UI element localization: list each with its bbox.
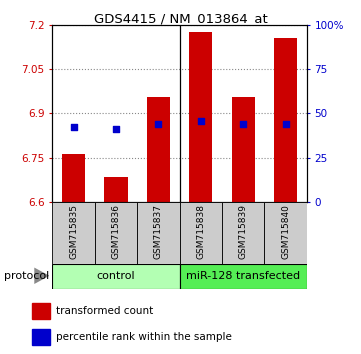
Text: transformed count: transformed count (56, 306, 154, 316)
Point (198, 118, 204, 124)
Bar (264, 202, 307, 264)
Bar (231, 97, 255, 202)
Bar (52, 264, 179, 289)
Bar (179, 264, 307, 289)
Text: GSM715837: GSM715837 (154, 204, 163, 259)
Text: GSM715836: GSM715836 (112, 204, 121, 259)
Point (156, 121, 161, 126)
Bar (137, 202, 179, 264)
Text: percentile rank within the sample: percentile rank within the sample (56, 332, 232, 342)
Text: GSM715840: GSM715840 (281, 204, 290, 259)
Point (240, 121, 246, 126)
Text: control: control (97, 271, 135, 281)
Bar (147, 97, 170, 202)
Text: protocol: protocol (4, 271, 49, 281)
Text: miR-128 transfected: miR-128 transfected (186, 271, 300, 281)
Bar (179, 202, 222, 264)
Point (283, 121, 288, 126)
Text: GSM715839: GSM715839 (239, 204, 248, 259)
Text: GSM715838: GSM715838 (196, 204, 205, 259)
Point (71, 124, 77, 129)
Bar (95, 202, 137, 264)
Bar (62, 154, 85, 202)
Bar (222, 202, 264, 264)
Bar (274, 38, 297, 202)
Text: GDS4415 / NM_013864_at: GDS4415 / NM_013864_at (93, 12, 268, 25)
Bar (189, 32, 213, 202)
Bar (32, 303, 50, 319)
Bar (52, 202, 95, 264)
Text: GSM715835: GSM715835 (69, 204, 78, 259)
Bar (104, 177, 128, 202)
Bar (32, 329, 50, 345)
Point (113, 126, 119, 131)
Polygon shape (34, 268, 49, 284)
